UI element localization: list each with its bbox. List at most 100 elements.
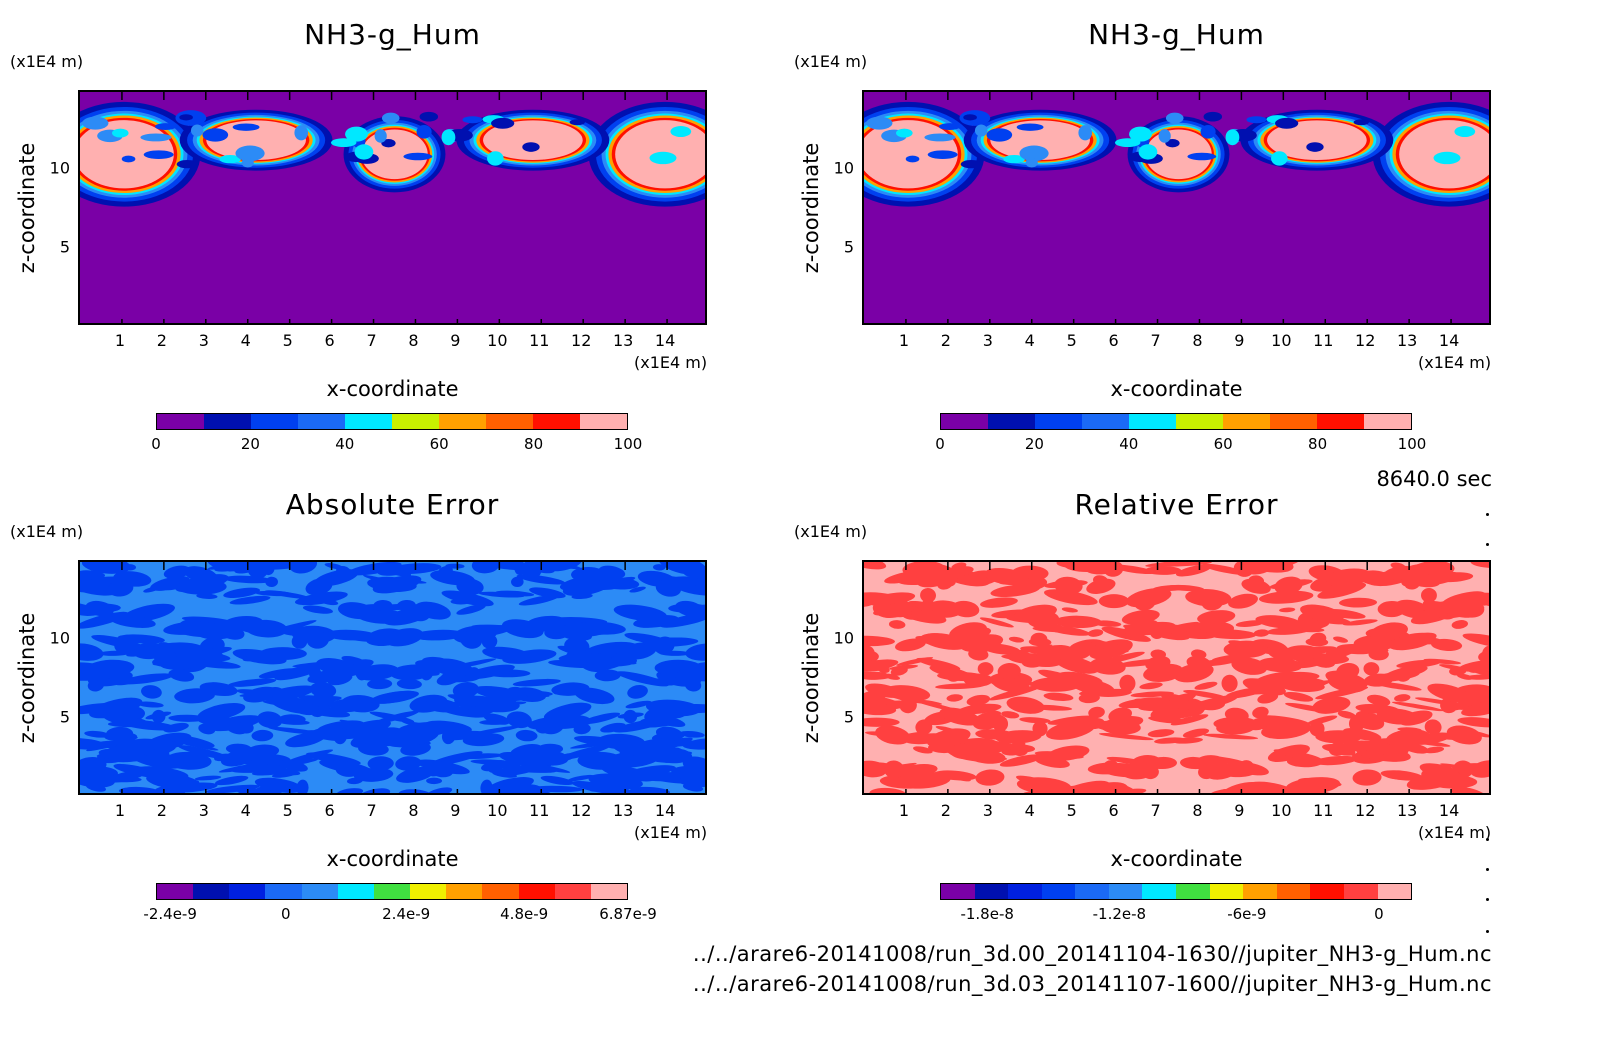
error-patch — [274, 663, 325, 681]
colorbar — [940, 413, 1412, 430]
error-patch — [864, 562, 887, 570]
error-patch — [483, 713, 510, 725]
cloud-blob — [416, 124, 432, 139]
error-patch — [1300, 604, 1344, 623]
error-patch — [574, 687, 615, 705]
error-patch — [1103, 760, 1120, 775]
cloud-blob — [232, 123, 260, 131]
cloud-blob — [1025, 157, 1038, 168]
error-patch — [1166, 584, 1205, 592]
error-patch — [961, 740, 1014, 751]
error-patch — [1343, 740, 1396, 751]
cloud-blob — [963, 114, 977, 121]
colorbar-tick-label: -2.4e-9 — [143, 905, 197, 923]
error-patch — [1313, 755, 1358, 766]
error-patch — [516, 574, 566, 585]
error-patch — [460, 631, 483, 649]
error-patch — [177, 745, 231, 760]
colorbar-tick-label: 40 — [335, 435, 355, 453]
error-patch — [1274, 576, 1303, 595]
cloud-blob — [1353, 119, 1369, 126]
error-patch — [1462, 633, 1489, 649]
colorbar-tick-label: 6.87e-9 — [599, 905, 657, 923]
x-tick-label: 2 — [940, 331, 951, 350]
error-patch — [864, 635, 895, 647]
error-patch — [920, 587, 936, 603]
error-patch — [616, 671, 669, 687]
error-patch — [1469, 690, 1489, 703]
error-patch — [305, 578, 333, 596]
error-patch — [373, 599, 393, 611]
error-patch — [997, 663, 1021, 680]
x-tick-label: 7 — [366, 801, 377, 820]
error-patch — [1455, 763, 1487, 773]
x-tick-label: 2 — [156, 801, 167, 820]
error-patch — [1034, 755, 1070, 768]
error-patch — [1309, 632, 1327, 646]
marker-dot — [1486, 543, 1489, 546]
error-patch — [1336, 662, 1360, 680]
error-patch — [384, 628, 424, 647]
error-patch — [897, 764, 938, 778]
error-patch — [89, 697, 143, 719]
error-patch — [1197, 610, 1236, 625]
x-unit-label: (x1E4 m) — [634, 823, 708, 842]
y-unit-label: (x1E4 m) — [794, 52, 868, 71]
error-patch — [939, 575, 956, 587]
error-patch — [262, 562, 275, 576]
error-patch — [80, 738, 107, 750]
error-patch — [1198, 621, 1235, 634]
error-patch — [888, 731, 929, 742]
error-patch — [949, 622, 988, 642]
error-patch — [396, 678, 422, 690]
cloud-blob — [1203, 111, 1223, 122]
error-patch — [399, 731, 436, 745]
error-patch — [1257, 657, 1303, 673]
colorbar-tick-label: 20 — [1024, 435, 1044, 453]
error-patch — [471, 562, 500, 574]
error-patch — [1356, 710, 1370, 716]
colorbar-segment — [301, 884, 338, 899]
error-patch — [873, 602, 914, 616]
marker-dot — [1486, 838, 1489, 841]
error-patch — [119, 673, 174, 685]
cloud-blob — [1019, 145, 1049, 162]
error-patch — [1202, 563, 1247, 575]
colorbar-segment — [265, 884, 302, 899]
cloud-blob — [974, 124, 988, 137]
colorbar-segment — [988, 414, 1035, 429]
colorbar-segment — [518, 884, 555, 899]
cloud-blob — [1275, 117, 1299, 129]
x-tick-label: 12 — [1355, 331, 1376, 350]
colorbar-segment — [1364, 414, 1411, 429]
cloud-blob — [1433, 151, 1461, 165]
cloud-blob — [354, 144, 374, 160]
cloud-blob — [670, 126, 692, 138]
error-patch — [106, 726, 134, 741]
colorbar-tick-label: 80 — [524, 435, 544, 453]
error-patch — [989, 685, 1042, 701]
error-patch — [1339, 597, 1378, 608]
colorbar — [940, 883, 1412, 900]
error-patch — [1201, 594, 1224, 611]
x-axis-label: x-coordinate — [326, 377, 459, 401]
panel-nh3-left: NH3-g_Hum (x1E4 m) z-coordinate 1 2 3 4 5 6 7 8 9 10… — [0, 0, 784, 470]
error-patch — [456, 604, 486, 615]
error-patch — [1385, 773, 1414, 780]
error-patch — [462, 732, 505, 747]
colorbar-segment — [1317, 414, 1364, 429]
error-patch — [198, 723, 216, 735]
error-patch — [324, 563, 344, 570]
error-patch — [1386, 729, 1431, 748]
y-tick-label: 10 — [833, 628, 854, 648]
heatmap-plot — [862, 90, 1491, 325]
error-patch — [894, 638, 926, 652]
error-patch — [1366, 694, 1391, 707]
colorbar-segment — [1041, 884, 1076, 899]
error-patch — [1087, 629, 1104, 637]
error-patch — [280, 626, 314, 634]
error-patch — [1194, 681, 1218, 690]
error-patch — [1016, 777, 1072, 793]
cloud-blob — [924, 133, 956, 142]
colorbar-tick-label: 0 — [1374, 905, 1384, 923]
